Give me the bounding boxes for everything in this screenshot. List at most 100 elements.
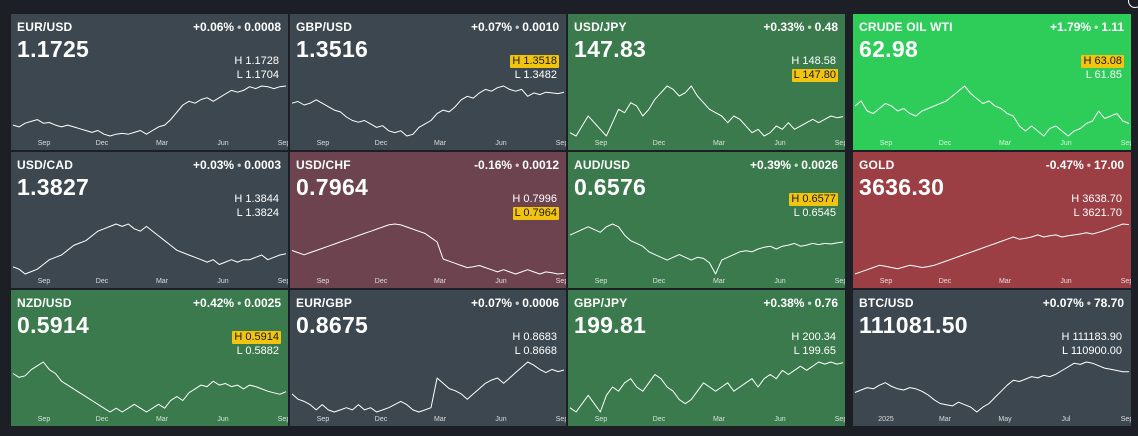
day-low: L 199.65 bbox=[793, 345, 836, 357]
day-low: L 1.1704 bbox=[236, 69, 279, 81]
last-price: 0.5914 bbox=[17, 312, 90, 338]
x-axis-label: Jun bbox=[217, 278, 229, 285]
x-axis-label: Jun bbox=[774, 416, 786, 423]
x-axis-label: Sep bbox=[37, 278, 51, 285]
change-summary: +0.38% • 0.76 bbox=[763, 296, 838, 310]
x-axis-label: Jun bbox=[495, 278, 507, 285]
change-absolute: 0.0003 bbox=[244, 158, 281, 172]
x-axis-label: Sep bbox=[277, 416, 288, 423]
change-summary: +0.07% • 0.0010 bbox=[471, 20, 559, 34]
instrument-name: GOLD bbox=[859, 158, 895, 172]
x-axis-label: Sep bbox=[594, 278, 608, 285]
day-high: H 0.7996 bbox=[512, 193, 557, 205]
day-high: H 1.1728 bbox=[234, 55, 279, 67]
x-axis-label: Sep bbox=[594, 140, 608, 147]
change-absolute: 0.0008 bbox=[244, 20, 281, 34]
x-axis-label: Sep bbox=[316, 416, 330, 423]
x-axis-label: Mar bbox=[712, 416, 726, 423]
price-sparkline bbox=[854, 85, 1130, 137]
separator-dot-icon: • bbox=[1094, 20, 1099, 34]
instrument-name: GBP/JPY bbox=[574, 296, 628, 310]
price-sparkline bbox=[291, 361, 565, 413]
change-summary: -0.47% • 17.00 bbox=[1046, 158, 1124, 172]
separator-dot-icon: • bbox=[1086, 158, 1091, 172]
last-price: 1.3827 bbox=[17, 174, 90, 200]
instrument-name: BTC/USD bbox=[859, 296, 914, 310]
day-high: H 148.58 bbox=[791, 55, 836, 67]
market-tile[interactable]: AUD/USD +0.39% • 0.0026 0.6576 H 0.6577 L 0.65… bbox=[568, 152, 845, 288]
separator-dot-icon: • bbox=[807, 20, 812, 34]
x-axis-label: Sep bbox=[594, 416, 608, 423]
change-summary: +0.33% • 0.48 bbox=[763, 20, 838, 34]
sparkline-series bbox=[12, 223, 287, 275]
change-summary: -0.16% • 0.0012 bbox=[474, 158, 559, 172]
market-tile[interactable]: GOLD -0.47% • 17.00 3636.30 H 3638.70 L 3621.7… bbox=[853, 152, 1131, 288]
market-tile[interactable]: USD/CAD +0.03% • 0.0003 1.3827 H 1.3844 L 1.38… bbox=[11, 152, 288, 288]
market-tile[interactable]: EUR/USD +0.06% • 0.0008 1.1725 H 1.1728 L 1.17… bbox=[11, 14, 288, 150]
instrument-name: EUR/GBP bbox=[296, 296, 353, 310]
instrument-name: USD/CHF bbox=[296, 158, 351, 172]
price-sparkline bbox=[12, 223, 287, 275]
day-high: H 200.34 bbox=[791, 331, 836, 343]
day-low: L 0.8668 bbox=[514, 345, 557, 357]
instrument-name: EUR/USD bbox=[17, 20, 73, 34]
last-price: 0.6576 bbox=[574, 174, 647, 200]
change-percent: +0.07% bbox=[471, 296, 513, 310]
x-axis-label: Mar bbox=[433, 278, 447, 285]
day-high: H 63.08 bbox=[1081, 55, 1124, 68]
market-tile[interactable]: NZD/USD +0.42% • 0.0025 0.5914 H 0.5914 L 0.58… bbox=[11, 290, 288, 426]
instrument-name: CRUDE OIL WTI bbox=[859, 20, 953, 34]
change-percent: +0.33% bbox=[763, 20, 805, 34]
sparkline-series bbox=[854, 361, 1130, 413]
x-axis-label: Dec bbox=[374, 416, 388, 423]
x-axis-label: Mar bbox=[998, 140, 1012, 147]
price-sparkline bbox=[291, 85, 565, 137]
x-axis-label: Dec bbox=[374, 140, 388, 147]
x-axis-label: Dec bbox=[374, 278, 388, 285]
change-percent: -0.47% bbox=[1045, 158, 1084, 172]
change-absolute: 0.48 bbox=[814, 20, 838, 34]
market-tile[interactable]: GBP/JPY +0.38% • 0.76 199.81 H 200.34 L 199.65… bbox=[568, 290, 845, 426]
change-summary: +0.06% • 0.0008 bbox=[193, 20, 281, 34]
last-price: 0.7964 bbox=[296, 174, 369, 200]
instrument-name: AUD/USD bbox=[574, 158, 631, 172]
market-tile[interactable]: EUR/GBP +0.07% • 0.0006 0.8675 H 0.8683 L 0.86… bbox=[290, 290, 566, 426]
x-axis-label: Sep bbox=[1120, 278, 1131, 285]
market-tile[interactable]: CRUDE OIL WTI +1.79% • 1.11 62.98 H 63.08 L 61… bbox=[853, 14, 1131, 150]
x-axis-label: Sep bbox=[316, 140, 330, 147]
x-axis-label: Mar bbox=[712, 140, 726, 147]
separator-dot-icon: • bbox=[1086, 296, 1091, 310]
x-axis-label: Mar bbox=[712, 278, 726, 285]
x-axis-label: Sep bbox=[37, 416, 51, 423]
x-axis-label: Jun bbox=[217, 416, 229, 423]
day-high: H 1.3518 bbox=[510, 55, 559, 68]
change-percent: +0.07% bbox=[1042, 296, 1084, 310]
market-tile[interactable]: BTC/USD +0.07% • 78.70 111081.50 H 111183.90 L… bbox=[853, 290, 1131, 426]
market-tile[interactable]: GBP/USD +0.07% • 0.0010 1.3516 H 1.3518 L 1.34… bbox=[290, 14, 566, 150]
day-high: H 0.8683 bbox=[512, 331, 557, 343]
sparkline-series bbox=[291, 361, 565, 413]
market-tile[interactable]: USD/JPY +0.33% • 0.48 147.83 H 148.58 L 147.80… bbox=[568, 14, 845, 150]
price-sparkline bbox=[569, 223, 844, 275]
x-axis-label: Jul bbox=[1061, 416, 1071, 423]
day-low: L 0.5882 bbox=[236, 345, 279, 357]
x-axis-label: Sep bbox=[37, 140, 51, 147]
day-low: L 0.7964 bbox=[512, 207, 559, 220]
x-axis-label: Sep bbox=[834, 140, 845, 147]
change-percent: +0.07% bbox=[471, 20, 513, 34]
market-tile[interactable]: USD/CHF -0.16% • 0.0012 0.7964 H 0.7996 L 0.79… bbox=[290, 152, 566, 288]
change-summary: +0.07% • 78.70 bbox=[1043, 296, 1124, 310]
change-percent: +1.79% bbox=[1050, 20, 1092, 34]
x-axis-label: Sep bbox=[277, 278, 288, 285]
x-axis-label: Mar bbox=[155, 416, 169, 423]
price-sparkline bbox=[569, 85, 844, 137]
circle-icon[interactable] bbox=[1128, 0, 1138, 8]
x-axis-label: Jun bbox=[774, 140, 786, 147]
x-axis-label: Sep bbox=[555, 278, 566, 285]
x-axis-label: Sep bbox=[555, 416, 566, 423]
day-low: L 3621.70 bbox=[1073, 207, 1122, 219]
day-high: H 1.3844 bbox=[234, 193, 279, 205]
x-axis-label: Sep bbox=[834, 416, 845, 423]
change-absolute: 0.0010 bbox=[522, 20, 559, 34]
x-axis-label: Sep bbox=[1120, 416, 1131, 423]
